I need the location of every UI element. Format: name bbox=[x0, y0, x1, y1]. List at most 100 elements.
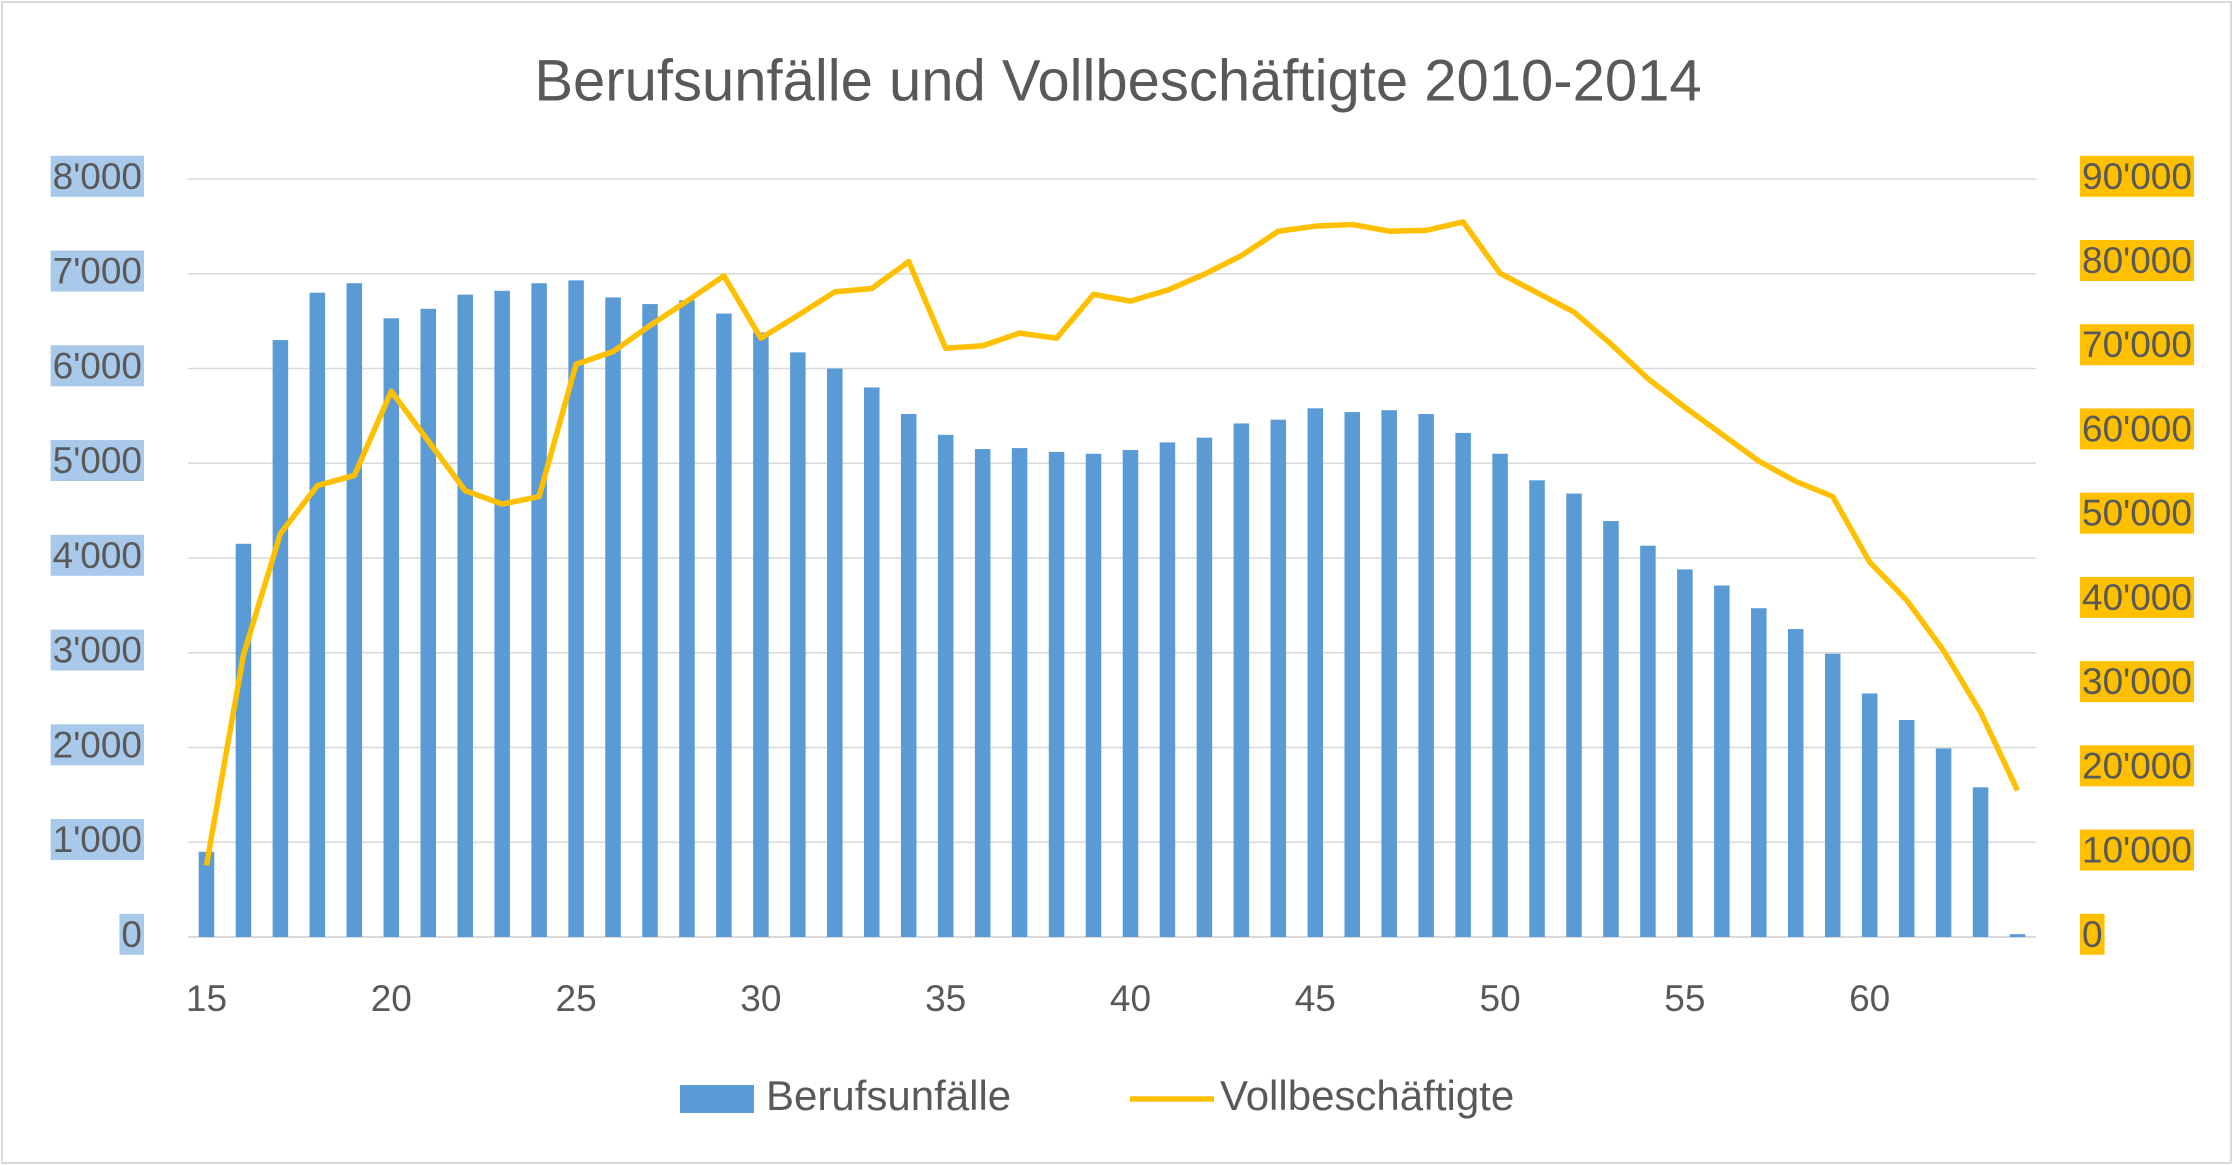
y-tick-label: 4'000 bbox=[53, 535, 142, 576]
bar bbox=[1640, 545, 1656, 937]
y2-tick-label: 40'000 bbox=[2082, 577, 2192, 618]
bar bbox=[457, 294, 473, 938]
tick-label-highlight bbox=[2080, 155, 2194, 197]
x-tick-label: 20 bbox=[371, 978, 412, 1019]
bar bbox=[863, 387, 880, 937]
tick-label-highlight bbox=[2080, 408, 2194, 450]
y2-tick-label: 0 bbox=[2082, 914, 2103, 955]
bar bbox=[1233, 423, 1250, 938]
y-tick-label: 0 bbox=[121, 914, 142, 955]
bar bbox=[1085, 453, 1102, 937]
y-tick-label: 5'000 bbox=[53, 440, 142, 481]
tick-label-highlight bbox=[2080, 576, 2194, 618]
tick-label-highlight bbox=[50, 629, 144, 671]
y2-tick-label: 20'000 bbox=[2082, 745, 2192, 786]
tick-label-highlight bbox=[2080, 240, 2194, 282]
x-tick-label: 60 bbox=[1849, 978, 1890, 1019]
x-tick-label: 35 bbox=[925, 978, 966, 1019]
bar bbox=[1861, 693, 1878, 937]
x-tick-label: 45 bbox=[1295, 978, 1336, 1019]
bar bbox=[531, 283, 547, 938]
bar bbox=[1381, 410, 1397, 937]
bar bbox=[309, 292, 326, 937]
x-tick-label: 50 bbox=[1480, 978, 1521, 1019]
tick-label-highlight bbox=[50, 819, 144, 861]
bar bbox=[346, 283, 363, 938]
tick-label-highlight bbox=[50, 440, 144, 482]
y-tick-label: 1'000 bbox=[53, 819, 142, 860]
legend-label: Vollbeschäftigte bbox=[1220, 1072, 1514, 1119]
bar bbox=[716, 313, 732, 937]
y-tick-label: 2'000 bbox=[53, 724, 142, 765]
bar bbox=[1603, 521, 1619, 937]
y2-tick-label: 30'000 bbox=[2082, 661, 2192, 702]
x-tick-label: 15 bbox=[186, 978, 227, 1019]
bar bbox=[605, 297, 621, 937]
bar bbox=[1122, 449, 1139, 937]
bar bbox=[1935, 748, 1952, 937]
y2-tick-label: 60'000 bbox=[2082, 408, 2192, 449]
y2-tick-label: 70'000 bbox=[2082, 324, 2192, 365]
bar bbox=[1307, 408, 1324, 937]
bar bbox=[900, 413, 917, 938]
bar bbox=[1159, 442, 1176, 937]
x-tick-label: 55 bbox=[1664, 978, 1705, 1019]
bar bbox=[827, 368, 843, 937]
bar bbox=[790, 352, 806, 938]
x-tick-label: 30 bbox=[740, 978, 781, 1019]
bar bbox=[1418, 413, 1434, 938]
tick-label-highlight bbox=[119, 913, 144, 955]
bar bbox=[1824, 653, 1841, 937]
legend-swatch bbox=[680, 1085, 754, 1113]
bar bbox=[1011, 448, 1028, 937]
bar bbox=[1196, 437, 1213, 937]
tick-label-highlight bbox=[50, 250, 144, 292]
bar bbox=[937, 434, 954, 937]
bar bbox=[1529, 480, 1545, 937]
tick-label-highlight bbox=[2080, 745, 2194, 787]
y-tick-label: 6'000 bbox=[53, 345, 142, 386]
bar bbox=[1344, 412, 1361, 938]
tick-label-highlight bbox=[2080, 829, 2194, 871]
bar bbox=[2009, 934, 2026, 937]
bar bbox=[1677, 569, 1693, 937]
bar bbox=[1972, 787, 1989, 937]
bar bbox=[1751, 608, 1767, 937]
tick-label-highlight bbox=[2080, 492, 2194, 534]
y2-tick-label: 80'000 bbox=[2082, 240, 2192, 281]
bar bbox=[679, 300, 695, 937]
chart-title: Berufsunfälle und Vollbeschäftigte 2010-… bbox=[534, 48, 1701, 113]
tick-label-highlight bbox=[50, 155, 144, 197]
legend-label: Berufsunfälle bbox=[766, 1072, 1011, 1119]
bar bbox=[1898, 720, 1915, 937]
bar bbox=[1714, 585, 1730, 937]
tick-label-highlight bbox=[50, 724, 144, 766]
tick-label-highlight bbox=[50, 534, 144, 576]
tick-label-highlight bbox=[2080, 661, 2194, 703]
x-tick-label: 25 bbox=[556, 978, 597, 1019]
y2-tick-label: 10'000 bbox=[2082, 830, 2192, 871]
tick-label-highlight bbox=[50, 345, 144, 387]
tick-label-highlight bbox=[2080, 913, 2105, 955]
y2-tick-label: 90'000 bbox=[2082, 156, 2192, 197]
bar bbox=[235, 543, 252, 937]
x-tick-label: 40 bbox=[1110, 978, 1151, 1019]
bar bbox=[642, 304, 658, 937]
y-tick-label: 8'000 bbox=[53, 156, 142, 197]
y-tick-label: 3'000 bbox=[53, 630, 142, 671]
bar bbox=[568, 280, 584, 937]
bar bbox=[383, 318, 400, 938]
bar bbox=[1787, 629, 1804, 937]
bar bbox=[1455, 432, 1471, 937]
y-tick-label: 7'000 bbox=[53, 251, 142, 292]
bar bbox=[1270, 419, 1287, 937]
tick-label-highlight bbox=[2080, 324, 2194, 366]
bar bbox=[974, 449, 991, 937]
bar bbox=[753, 332, 769, 937]
y2-tick-label: 50'000 bbox=[2082, 493, 2192, 534]
bar bbox=[494, 290, 510, 937]
bar bbox=[1566, 493, 1582, 937]
